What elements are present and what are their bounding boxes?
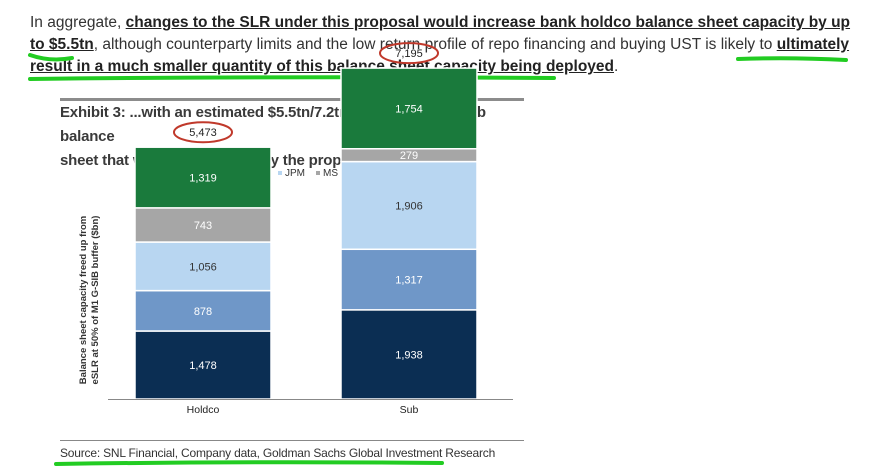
bar-value-sub-c: 1,317	[395, 275, 423, 287]
bar-value-holdco-wfc: 1,319	[189, 173, 217, 185]
summary-text-1: In aggregate,	[30, 14, 126, 31]
y-axis-label-line-1: Balance sheet capacity freed up from	[78, 216, 89, 384]
exhibit-bottom-rule	[60, 440, 524, 441]
category-label-sub: Sub	[400, 404, 419, 416]
bar-value-holdco-ms: 743	[194, 220, 212, 232]
bar-sub-wfc	[340, 67, 478, 150]
legend-swatch-ms	[316, 171, 320, 175]
bar-value-holdco-bac: 1,478	[189, 360, 217, 372]
bar-value-sub-wfc: 1,754	[395, 103, 423, 115]
total-annotation-circle-holdco	[173, 121, 233, 144]
bar-holdco-bac	[134, 330, 272, 400]
summary-highlight-1: changes to the SLR under this proposal w…	[30, 14, 851, 53]
total-label-sub: 7,195	[395, 48, 423, 60]
bar-sub-jpm	[340, 160, 478, 251]
bar-holdco-wfc	[134, 146, 272, 209]
bar-value-holdco-c: 878	[194, 306, 212, 318]
category-label-holdco: Holdco	[187, 404, 220, 416]
total-label-holdco: 5,473	[189, 127, 217, 139]
legend-label-ms: MS	[323, 168, 338, 179]
exhibit-source: Source: SNL Financial, Company data, Gol…	[60, 446, 496, 460]
summary-text-2: , although counterparty limits and the l…	[93, 36, 777, 53]
bar-holdco-c	[134, 289, 272, 332]
bar-holdco-jpm	[134, 241, 272, 292]
y-axis-label-line-2: eSLR at 50% of M1 G-SIB buffer ($bn)	[90, 216, 101, 385]
total-annotation-circle-sub	[379, 42, 439, 65]
summary-text-3: .	[614, 58, 619, 75]
bar-value-sub-jpm: 1,906	[395, 200, 423, 212]
legend-swatch-jpm	[278, 171, 282, 175]
bar-value-sub-bac: 1,938	[395, 349, 423, 361]
bar-value-sub-ms: 279	[400, 150, 418, 162]
legend-label-jpm: JPM	[285, 168, 305, 179]
bar-value-holdco-jpm: 1,056	[189, 261, 217, 273]
bar-holdco-ms	[134, 207, 272, 243]
bar-sub-c	[340, 248, 478, 311]
bar-sub-bac	[340, 309, 478, 400]
exhibit-top-rule	[60, 98, 524, 101]
